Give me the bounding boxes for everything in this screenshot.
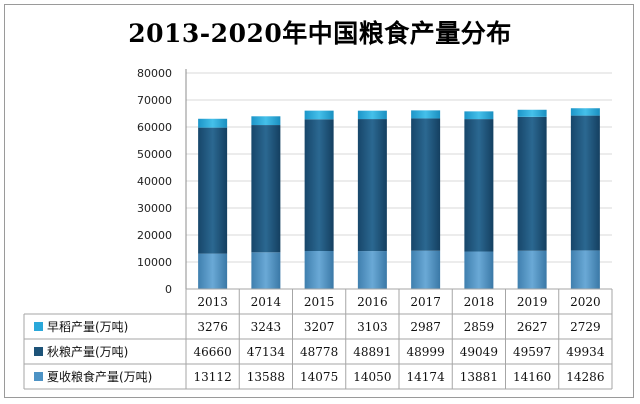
data-cell: 2627	[517, 320, 548, 334]
data-cell: 48778	[300, 345, 338, 359]
bar-segment	[570, 115, 600, 251]
bar-segment	[411, 118, 441, 251]
series-label: 夏收粮食产量(万吨)	[47, 369, 152, 384]
bar-segment	[251, 125, 281, 253]
data-cell: 49597	[513, 345, 551, 359]
data-cell: 14286	[566, 370, 604, 384]
legend-swatch	[34, 372, 43, 381]
bar-segment	[464, 251, 494, 289]
data-cell: 49049	[460, 345, 498, 359]
bar-segment	[304, 119, 334, 251]
bar-segment	[357, 119, 387, 252]
data-cell: 3207	[304, 320, 335, 334]
bar-segment	[357, 251, 387, 289]
bar-segment	[464, 119, 494, 252]
y-tick-label: 30000	[137, 202, 172, 215]
bar-segment	[198, 253, 228, 289]
x-category-label: 2013	[197, 295, 228, 309]
data-cell: 3243	[251, 320, 282, 334]
data-cell: 14050	[353, 370, 391, 384]
series-label: 秋粮产量(万吨)	[47, 344, 128, 359]
legend-swatch	[34, 347, 43, 356]
y-tick-label: 50000	[137, 148, 172, 161]
y-tick-label: 40000	[137, 175, 172, 188]
bar-segment	[570, 250, 600, 289]
bar-segment	[198, 118, 228, 128]
series-label: 早稻产量(万吨)	[47, 320, 128, 334]
data-cell: 13112	[194, 370, 232, 384]
x-category-label: 2016	[357, 295, 388, 309]
data-cell: 13881	[460, 370, 498, 384]
x-category-label: 2020	[570, 295, 601, 309]
bar-segment	[517, 250, 547, 289]
data-cell: 3103	[357, 320, 388, 334]
bar-segment	[411, 110, 441, 119]
bar-segment	[357, 110, 387, 120]
data-cell: 2729	[570, 320, 601, 334]
bar-segment	[517, 116, 547, 251]
bar-segment	[251, 116, 281, 126]
y-tick-label: 10000	[137, 256, 172, 269]
bar-segment	[411, 250, 441, 289]
data-cell: 14075	[300, 370, 338, 384]
chart-title: 2013-2020年中国粮食产量分布	[128, 19, 512, 48]
x-category-label: 2017	[410, 295, 441, 309]
bar-segment	[517, 109, 547, 117]
y-tick-label: 80000	[137, 67, 172, 80]
data-cell: 14160	[513, 370, 551, 384]
data-cell: 3276	[197, 320, 228, 334]
x-category-label: 2018	[464, 295, 495, 309]
data-cell: 14174	[407, 370, 446, 384]
y-tick-label: 0	[165, 283, 172, 296]
x-category-label: 2019	[517, 295, 548, 309]
y-tick-label: 70000	[137, 94, 172, 107]
bar-segment	[304, 110, 334, 120]
data-cell: 2859	[464, 320, 495, 334]
data-cell: 2987	[410, 320, 441, 334]
data-cell: 49934	[566, 345, 605, 359]
bar-segment	[304, 250, 334, 289]
x-category-label: 2015	[304, 295, 335, 309]
y-tick-label: 20000	[137, 229, 172, 242]
bar-segment	[198, 127, 228, 254]
data-cell: 47134	[247, 345, 286, 359]
data-cell: 48999	[407, 345, 445, 359]
data-cell: 46660	[194, 345, 232, 359]
x-category-label: 2014	[251, 295, 282, 309]
y-tick-label: 60000	[137, 121, 172, 134]
data-cell: 48891	[353, 345, 391, 359]
legend-swatch	[34, 322, 43, 331]
bar-segment	[464, 111, 494, 120]
bar-segment	[251, 252, 281, 289]
data-cell: 13588	[247, 370, 285, 384]
bar-segment	[570, 108, 600, 116]
